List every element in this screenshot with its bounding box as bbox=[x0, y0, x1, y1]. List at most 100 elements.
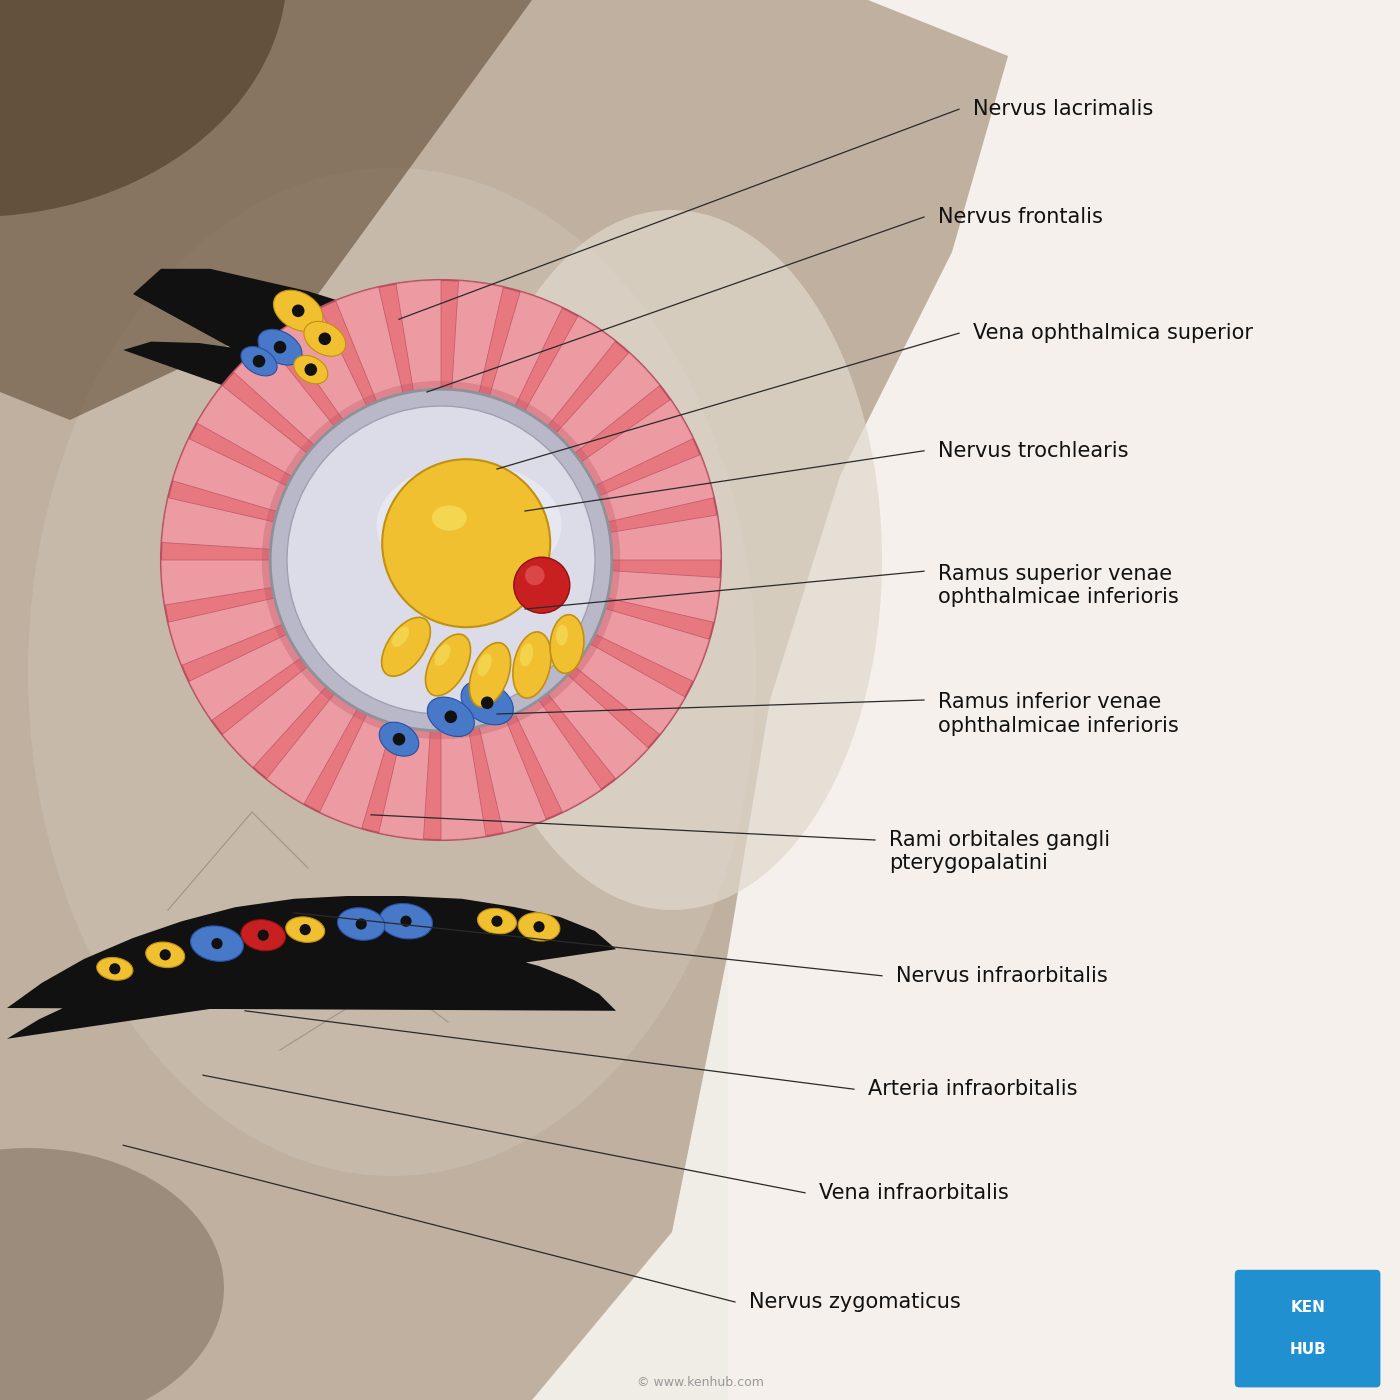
FancyBboxPatch shape bbox=[1235, 1270, 1380, 1387]
Ellipse shape bbox=[273, 290, 323, 332]
Wedge shape bbox=[587, 606, 710, 682]
Ellipse shape bbox=[431, 505, 468, 531]
Wedge shape bbox=[519, 316, 616, 434]
Circle shape bbox=[262, 381, 620, 739]
Polygon shape bbox=[123, 269, 644, 574]
Text: Vena infraorbitalis: Vena infraorbitalis bbox=[819, 1183, 1009, 1203]
Text: Ramus inferior venae
ophthalmicae inferioris: Ramus inferior venae ophthalmicae inferi… bbox=[938, 693, 1179, 735]
Text: © www.kenhub.com: © www.kenhub.com bbox=[637, 1376, 763, 1389]
Circle shape bbox=[392, 734, 406, 745]
Text: HUB: HUB bbox=[1289, 1343, 1326, 1357]
Circle shape bbox=[300, 924, 311, 935]
Ellipse shape bbox=[241, 920, 286, 951]
Ellipse shape bbox=[462, 210, 882, 910]
Circle shape bbox=[491, 916, 503, 927]
Wedge shape bbox=[487, 291, 563, 414]
Text: Nervus trochlearis: Nervus trochlearis bbox=[938, 441, 1128, 461]
Wedge shape bbox=[319, 706, 395, 829]
Circle shape bbox=[291, 305, 305, 316]
Ellipse shape bbox=[461, 680, 514, 725]
Wedge shape bbox=[477, 710, 546, 833]
Ellipse shape bbox=[304, 322, 346, 356]
Wedge shape bbox=[336, 287, 405, 410]
Text: Nervus frontalis: Nervus frontalis bbox=[938, 207, 1103, 227]
Wedge shape bbox=[451, 280, 504, 403]
Wedge shape bbox=[189, 630, 309, 721]
Ellipse shape bbox=[434, 644, 451, 666]
Ellipse shape bbox=[190, 925, 244, 962]
Ellipse shape bbox=[477, 909, 517, 934]
Text: KEN: KEN bbox=[1291, 1301, 1324, 1315]
Ellipse shape bbox=[550, 615, 584, 673]
Ellipse shape bbox=[337, 907, 385, 941]
Ellipse shape bbox=[258, 329, 302, 365]
Wedge shape bbox=[591, 455, 714, 524]
Ellipse shape bbox=[477, 654, 491, 676]
Wedge shape bbox=[396, 280, 441, 400]
Circle shape bbox=[356, 918, 367, 930]
Wedge shape bbox=[161, 497, 284, 550]
Ellipse shape bbox=[556, 624, 568, 645]
Ellipse shape bbox=[97, 958, 133, 980]
Circle shape bbox=[400, 916, 412, 927]
Ellipse shape bbox=[426, 634, 470, 696]
Wedge shape bbox=[549, 353, 659, 459]
Polygon shape bbox=[728, 0, 1400, 1400]
Circle shape bbox=[161, 280, 721, 840]
Ellipse shape bbox=[427, 697, 475, 736]
Ellipse shape bbox=[382, 617, 430, 676]
Wedge shape bbox=[511, 692, 602, 812]
Circle shape bbox=[270, 389, 612, 731]
Ellipse shape bbox=[294, 356, 328, 384]
Wedge shape bbox=[567, 638, 685, 735]
Polygon shape bbox=[7, 896, 616, 1039]
Circle shape bbox=[319, 333, 332, 344]
Wedge shape bbox=[601, 515, 721, 560]
Ellipse shape bbox=[469, 643, 511, 707]
Wedge shape bbox=[441, 720, 486, 840]
Circle shape bbox=[382, 459, 550, 627]
Ellipse shape bbox=[241, 347, 277, 375]
Text: Nervus lacrimalis: Nervus lacrimalis bbox=[973, 99, 1154, 119]
Wedge shape bbox=[168, 596, 291, 665]
Circle shape bbox=[160, 949, 171, 960]
Wedge shape bbox=[573, 399, 693, 490]
Ellipse shape bbox=[0, 0, 287, 217]
Circle shape bbox=[514, 557, 570, 613]
Wedge shape bbox=[542, 668, 648, 778]
Ellipse shape bbox=[0, 1148, 224, 1400]
Text: Vena ophthalmica superior: Vena ophthalmica superior bbox=[973, 323, 1253, 343]
Text: Nervus zygomaticus: Nervus zygomaticus bbox=[749, 1292, 960, 1312]
Wedge shape bbox=[280, 308, 371, 428]
Circle shape bbox=[305, 363, 316, 375]
Circle shape bbox=[273, 342, 287, 353]
Polygon shape bbox=[0, 0, 1008, 1400]
Circle shape bbox=[211, 938, 223, 949]
Circle shape bbox=[252, 356, 266, 367]
Wedge shape bbox=[161, 560, 281, 605]
Circle shape bbox=[287, 406, 595, 714]
Text: Ramus superior venae
ophthalmicae inferioris: Ramus superior venae ophthalmicae inferi… bbox=[938, 564, 1179, 606]
Ellipse shape bbox=[519, 644, 533, 666]
Ellipse shape bbox=[379, 722, 419, 756]
Ellipse shape bbox=[377, 463, 561, 587]
Ellipse shape bbox=[28, 168, 756, 1176]
Polygon shape bbox=[0, 0, 532, 420]
Circle shape bbox=[258, 930, 269, 941]
Wedge shape bbox=[197, 385, 315, 482]
Circle shape bbox=[109, 963, 120, 974]
Ellipse shape bbox=[512, 631, 552, 699]
Circle shape bbox=[445, 711, 456, 722]
Wedge shape bbox=[378, 717, 431, 840]
Text: Nervus infraorbitalis: Nervus infraorbitalis bbox=[896, 966, 1107, 986]
Circle shape bbox=[525, 566, 545, 585]
Ellipse shape bbox=[286, 917, 325, 942]
Ellipse shape bbox=[518, 913, 560, 941]
Ellipse shape bbox=[146, 942, 185, 967]
Wedge shape bbox=[223, 661, 333, 767]
Ellipse shape bbox=[379, 903, 433, 939]
Wedge shape bbox=[172, 438, 295, 514]
Text: Arteria infraorbitalis: Arteria infraorbitalis bbox=[868, 1079, 1078, 1099]
Ellipse shape bbox=[392, 626, 409, 647]
Text: Rami orbitales gangli
pterygopalatini: Rami orbitales gangli pterygopalatini bbox=[889, 830, 1110, 872]
